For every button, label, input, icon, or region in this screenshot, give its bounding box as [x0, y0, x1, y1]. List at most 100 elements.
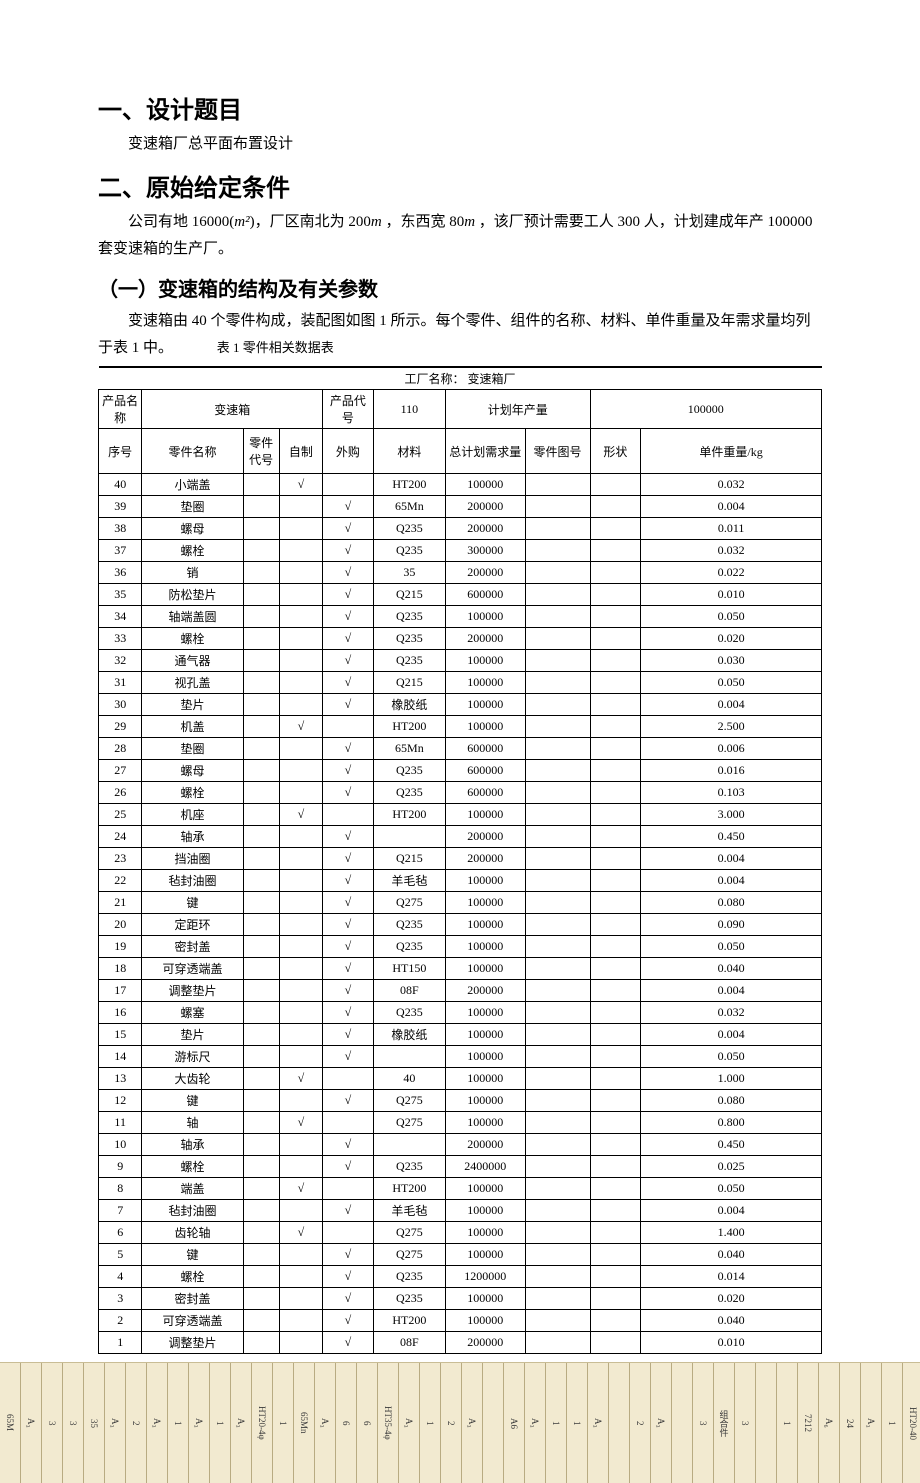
cell-make: [279, 936, 322, 958]
cell-demand: 1200000: [446, 1266, 526, 1288]
cell-mat: Q275: [373, 892, 445, 914]
cell-draw: [525, 1244, 590, 1266]
cell-demand: 600000: [446, 738, 526, 760]
cell-code: [243, 1134, 279, 1156]
table-row: 14游标尺√1000000.050: [99, 1046, 822, 1068]
title-block-cell: A₃: [525, 1363, 546, 1483]
cell-no: 37: [99, 540, 142, 562]
cell-make: √: [279, 804, 322, 826]
cell-name: 挡油圈: [142, 848, 243, 870]
cell-demand: 100000: [446, 1222, 526, 1244]
table-row: 27螺母√Q2356000000.016: [99, 760, 822, 782]
cell-make: √: [279, 1068, 322, 1090]
cell-code: [243, 980, 279, 1002]
cell-buy: √: [323, 1090, 374, 1112]
table-row: 33螺栓√Q2352000000.020: [99, 628, 822, 650]
title-block-cell: A6: [504, 1363, 525, 1483]
cell-wt: 0.032: [641, 540, 822, 562]
title-block-cell: 2: [441, 1363, 462, 1483]
cell-mat: Q235: [373, 1002, 445, 1024]
cell-name: 键: [142, 892, 243, 914]
cell-buy: √: [323, 980, 374, 1002]
product-name: 变速箱: [142, 390, 323, 429]
cell-mat: [373, 1046, 445, 1068]
cell-mat: Q215: [373, 584, 445, 606]
cell-draw: [525, 760, 590, 782]
cell-shape: [590, 1024, 641, 1046]
cell-demand: 600000: [446, 782, 526, 804]
cell-demand: 300000: [446, 540, 526, 562]
cell-name: 键: [142, 1244, 243, 1266]
title-block-cell: 1: [567, 1363, 588, 1483]
cell-shape: [590, 1046, 641, 1068]
cell-demand: 100000: [446, 1024, 526, 1046]
cell-no: 38: [99, 518, 142, 540]
title-block-cell: 1: [168, 1363, 189, 1483]
table-row: 13大齿轮√401000001.000: [99, 1068, 822, 1090]
product-code: 110: [373, 390, 445, 429]
cell-draw: [525, 1266, 590, 1288]
cell-make: [279, 1134, 322, 1156]
title-block-cell: A₃: [399, 1363, 420, 1483]
cell-no: 2: [99, 1310, 142, 1332]
cell-draw: [525, 518, 590, 540]
title-block-cell: 24: [840, 1363, 861, 1483]
cell-name: 销: [142, 562, 243, 584]
cell-code: [243, 672, 279, 694]
cell-make: [279, 1200, 322, 1222]
cell-wt: 0.450: [641, 1134, 822, 1156]
cell-buy: [323, 1178, 374, 1200]
cell-buy: √: [323, 870, 374, 892]
cell-make: √: [279, 1112, 322, 1134]
cell-code: [243, 1024, 279, 1046]
cell-demand: 100000: [446, 1090, 526, 1112]
cell-buy: √: [323, 1156, 374, 1178]
cell-make: [279, 1002, 322, 1024]
cell-demand: 100000: [446, 1200, 526, 1222]
table-row: 21键√Q2751000000.080: [99, 892, 822, 914]
cell-name: 垫圈: [142, 496, 243, 518]
cell-name: 防松垫片: [142, 584, 243, 606]
cell-shape: [590, 782, 641, 804]
table-row: 38螺母√Q2352000000.011: [99, 518, 822, 540]
cell-mat: HT200: [373, 1310, 445, 1332]
cell-mat: Q235: [373, 1288, 445, 1310]
title-block-cell: 1: [777, 1363, 798, 1483]
cell-make: √: [279, 474, 322, 496]
table-row: 29机盖√HT2001000002.500: [99, 716, 822, 738]
cell-draw: [525, 606, 590, 628]
cell-make: [279, 1024, 322, 1046]
cell-draw: [525, 936, 590, 958]
cell-buy: √: [323, 1200, 374, 1222]
cell-make: [279, 848, 322, 870]
cell-demand: 100000: [446, 892, 526, 914]
cell-make: [279, 1046, 322, 1068]
heading-2: 二、原始给定条件: [98, 168, 822, 203]
cell-draw: [525, 1310, 590, 1332]
cell-no: 14: [99, 1046, 142, 1068]
title-block-cell: 6: [336, 1363, 357, 1483]
title-block-cell: A₃: [462, 1363, 483, 1483]
cell-no: 34: [99, 606, 142, 628]
cell-wt: 0.010: [641, 584, 822, 606]
text-a: 公司有地 16000(: [128, 214, 234, 230]
table-row: 11轴√Q2751000000.800: [99, 1112, 822, 1134]
cell-buy: √: [323, 1266, 374, 1288]
cell-mat: 65Mn: [373, 496, 445, 518]
cell-no: 7: [99, 1200, 142, 1222]
heading-3: （一）变速箱的结构及有关参数: [98, 273, 822, 302]
cell-name: 大齿轮: [142, 1068, 243, 1090]
cell-name: 视孔盖: [142, 672, 243, 694]
cell-no: 20: [99, 914, 142, 936]
cell-wt: 0.011: [641, 518, 822, 540]
subtitle-1: 变速箱厂总平面布置设计: [98, 131, 822, 158]
cell-no: 18: [99, 958, 142, 980]
plan-output-label: 计划年产量: [446, 390, 591, 429]
cell-code: [243, 1068, 279, 1090]
cell-buy: √: [323, 1332, 374, 1354]
cell-demand: 100000: [446, 1002, 526, 1024]
unit-m-1: m: [371, 214, 382, 230]
cell-buy: √: [323, 1288, 374, 1310]
cell-shape: [590, 1134, 641, 1156]
cell-code: [243, 1266, 279, 1288]
